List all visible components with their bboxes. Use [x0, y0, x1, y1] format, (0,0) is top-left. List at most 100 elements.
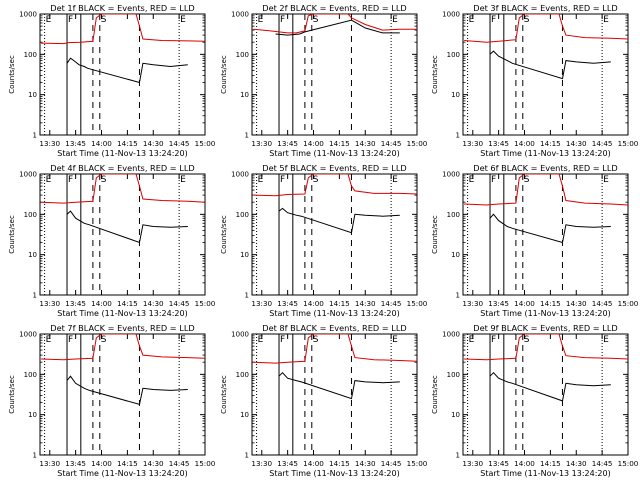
- series-line-black: [489, 50, 611, 80]
- x-tick-label: 14:30: [355, 459, 376, 468]
- x-tick-label: 14:15: [117, 299, 138, 308]
- panel-det-9: Det 9f BLACK = Events, RED = LLD Counts/s…: [431, 323, 639, 478]
- y-tick-label: 10: [451, 411, 460, 419]
- series-line-red: [464, 14, 628, 43]
- event-marker-label: S: [524, 15, 530, 25]
- plot-frame: [462, 13, 629, 136]
- series-line-black: [489, 213, 611, 244]
- event-marker-label: F: [68, 15, 73, 25]
- x-tick-label: 14:15: [329, 139, 350, 148]
- y-tick-label: 10: [28, 411, 37, 419]
- x-axis-label: Start Time (11-Nov-13 13:24:20): [480, 469, 610, 478]
- series-line-black: [66, 210, 188, 244]
- event-marker-label: E: [180, 335, 186, 345]
- y-tick-label: 100: [447, 211, 460, 219]
- series-line-black: [489, 371, 611, 402]
- x-tick-label: 15:00: [195, 459, 216, 468]
- event-marker-label: S: [313, 175, 319, 185]
- panel-det-8: Det 8f BLACK = Events, RED = LLD Counts/s…: [220, 323, 428, 478]
- panel-det-4: Det 4f BLACK = Events, RED = LLD Counts/s…: [8, 163, 216, 318]
- event-marker-label: F: [280, 175, 285, 185]
- x-tick-label: 14:00: [514, 299, 535, 308]
- chart-title: Det 9f BLACK = Events, RED = LLD: [473, 323, 617, 333]
- x-tick-label: 14:15: [540, 459, 561, 468]
- x-tick-label: 14:15: [329, 459, 350, 468]
- event-marker-label: E: [469, 15, 475, 25]
- y-tick-label: 1: [245, 292, 249, 300]
- x-axis-label: Start Time (11-Nov-13 13:24:20): [480, 149, 610, 158]
- event-marker-label: F: [491, 15, 496, 25]
- y-tick-label: 10: [28, 251, 37, 259]
- x-tick-label: 14:00: [91, 299, 112, 308]
- x-tick-label: 14:00: [514, 139, 535, 148]
- event-marker-label: F: [68, 175, 73, 185]
- event-marker-label: E: [392, 175, 398, 185]
- chart-title: Det 6f BLACK = Events, RED = LLD: [473, 163, 617, 173]
- plot-frame: [251, 333, 418, 456]
- y-axis-label: Counts/sec: [8, 55, 16, 94]
- event-marker-label: E: [180, 15, 186, 25]
- x-tick-label: 14:15: [540, 139, 561, 148]
- event-marker-label: E: [469, 335, 475, 345]
- y-axis-label: Counts/sec: [220, 375, 228, 414]
- x-tick-label: 15:00: [407, 459, 428, 468]
- y-axis-label: Counts/sec: [8, 215, 16, 254]
- panel-det-5: Det 5f BLACK = Events, RED = LLD Counts/s…: [220, 163, 428, 318]
- event-marker-label: E: [46, 175, 52, 185]
- x-tick-label: 14:15: [540, 299, 561, 308]
- event-marker-label: E: [180, 175, 186, 185]
- x-tick-label: 15:00: [618, 299, 639, 308]
- chart-title: Det 4f BLACK = Events, RED = LLD: [50, 163, 194, 173]
- event-marker-label: F: [68, 335, 73, 345]
- x-axis-label: Start Time (11-Nov-13 13:24:20): [57, 309, 187, 318]
- x-tick-label: 13:30: [251, 459, 272, 468]
- x-tick-label: 14:30: [566, 459, 587, 468]
- x-tick-label: 14:30: [143, 139, 164, 148]
- event-marker-label: S: [101, 175, 107, 185]
- x-tick-label: 15:00: [618, 459, 639, 468]
- x-tick-label: 14:30: [143, 299, 164, 308]
- x-tick-label: 14:30: [566, 139, 587, 148]
- x-tick-label: 14:45: [381, 299, 402, 308]
- series-line-red: [253, 334, 417, 364]
- y-axis-label: Counts/sec: [220, 55, 228, 94]
- y-tick-label: 10: [240, 411, 249, 419]
- x-tick-label: 15:00: [195, 299, 216, 308]
- x-tick-label: 14:30: [566, 299, 587, 308]
- x-axis-label: Start Time (11-Nov-13 13:24:20): [269, 469, 399, 478]
- event-marker-label: E: [46, 335, 52, 345]
- event-marker-label: S: [101, 335, 107, 345]
- x-tick-label: 14:00: [91, 139, 112, 148]
- panel-det-6: Det 6f BLACK = Events, RED = LLD Counts/s…: [431, 163, 639, 318]
- x-tick-label: 14:45: [169, 139, 190, 148]
- y-tick-label: 1: [456, 292, 460, 300]
- y-tick-label: 1: [245, 132, 249, 140]
- y-axis-label: Counts/sec: [220, 215, 228, 254]
- y-tick-label: 1: [456, 452, 460, 460]
- y-tick-label: 10: [451, 91, 460, 99]
- y-tick-label: 100: [236, 51, 249, 59]
- x-tick-label: 14:30: [355, 139, 376, 148]
- x-tick-label: 14:00: [303, 299, 324, 308]
- y-tick-label: 100: [24, 371, 37, 379]
- x-axis-label: Start Time (11-Nov-13 13:24:20): [480, 309, 610, 318]
- series-line-red: [464, 334, 628, 361]
- x-tick-label: 14:30: [143, 459, 164, 468]
- y-tick-label: 10: [240, 91, 249, 99]
- y-tick-label: 1000: [19, 171, 37, 179]
- x-tick-label: 15:00: [618, 139, 639, 148]
- panel-det-2: Det 2f BLACK = Events, RED = LLD Counts/s…: [220, 3, 428, 158]
- y-tick-label: 1000: [231, 171, 249, 179]
- x-tick-label: 14:45: [169, 299, 190, 308]
- event-marker-label: S: [524, 175, 530, 185]
- x-tick-label: 14:00: [303, 459, 324, 468]
- x-tick-label: 14:45: [169, 459, 190, 468]
- x-tick-label: 15:00: [407, 299, 428, 308]
- event-marker-label: F: [280, 15, 285, 25]
- x-tick-label: 13:30: [39, 459, 60, 468]
- x-tick-label: 14:15: [117, 459, 138, 468]
- event-marker-label: S: [313, 335, 319, 345]
- event-marker-label: E: [258, 335, 264, 345]
- plot-frame: [39, 333, 206, 456]
